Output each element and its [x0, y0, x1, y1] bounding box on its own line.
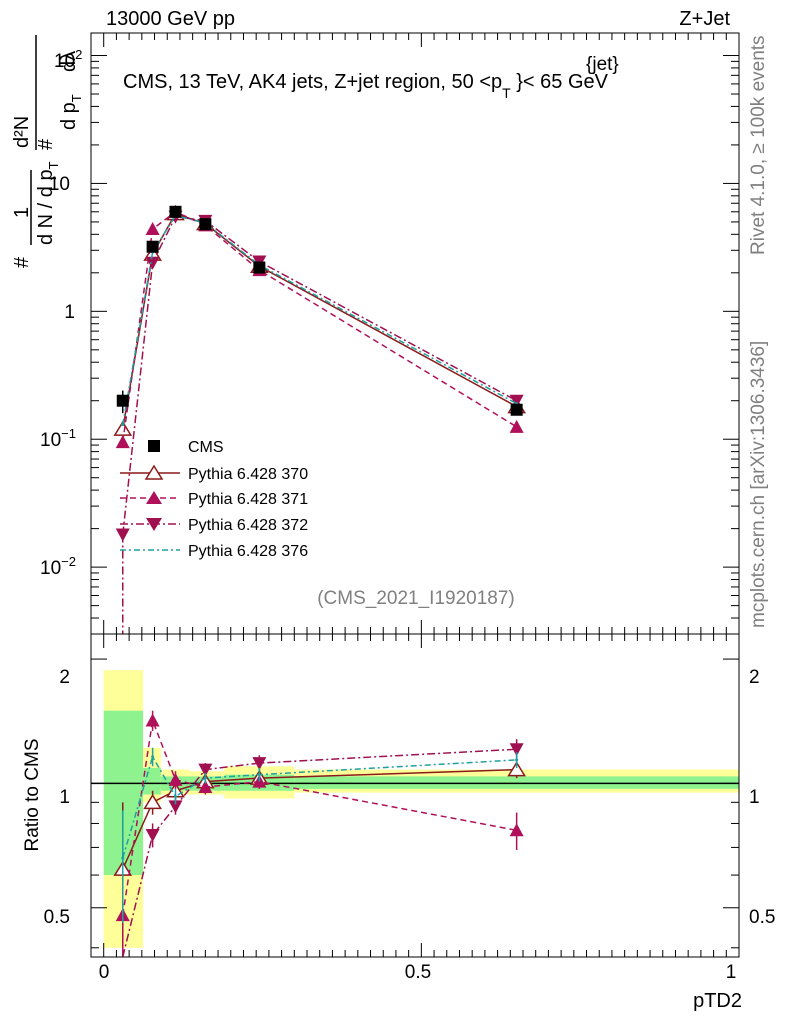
ratio-frame	[90, 633, 740, 958]
ratio-ytick-label-1-right: 1	[749, 787, 760, 808]
ratio-ytick-label-2-right: 2	[749, 667, 760, 688]
analysis-watermark: (CMS_2021_I1920187)	[317, 588, 515, 609]
data-point	[116, 394, 129, 407]
ratio-point-s372	[168, 800, 183, 814]
main-ytick-label-100: 102	[54, 47, 82, 72]
ratio-band-inner	[294, 776, 739, 789]
ratio-line-s371	[122, 717, 517, 916]
series-point-s371	[509, 419, 524, 433]
ratio-point-s371	[168, 772, 183, 786]
ylabel-hash-1: #	[11, 256, 33, 268]
data-point	[169, 205, 182, 218]
ratio-point-s371	[509, 823, 524, 837]
series-point-s372	[509, 394, 524, 408]
header-right: Z+Jet	[679, 8, 730, 30]
legend: CMS Pythia 6.428 370 Pythia 6.428 371 Py…	[120, 439, 308, 560]
ratio-point-s376	[257, 773, 261, 777]
main-panel: 102 10 1 10−1 10−2 CMS, 13 TeV, AK4 jets…	[40, 32, 740, 635]
ylabel-dpT: d pT	[58, 94, 84, 130]
main-ytick-label-10: 10	[49, 174, 70, 195]
ylabel-dlambda: dλ	[58, 51, 80, 72]
ratio-point-s376	[151, 755, 155, 759]
legend-label-376: Pythia 6.428 376	[188, 543, 308, 560]
legend-marker-372	[146, 518, 162, 531]
ratio-line-s370	[122, 768, 517, 870]
main-y-tick-labels: 102 10 1 10−1 10−2	[40, 47, 82, 579]
x-axis	[103, 33, 740, 957]
ratio-line-s376	[122, 754, 517, 859]
plot-title-superscript: {jet}	[586, 54, 619, 75]
xtick-label-1: 1	[726, 962, 737, 983]
ylabel-dN-dpT: d N / d pT	[35, 161, 61, 245]
legend-marker-370	[144, 464, 164, 480]
data-point	[510, 403, 523, 416]
ratio-point-s370	[507, 761, 526, 777]
series-point-s372	[145, 256, 160, 270]
data-point	[199, 218, 212, 231]
main-plot-content	[113, 204, 526, 634]
ratio-y-axis-label: Ratio to CMS	[22, 739, 43, 852]
ratio-point-s376	[203, 776, 207, 780]
ylabel-d2N: d²N	[11, 116, 33, 148]
main-ytick-label-0.1: 10−1	[40, 426, 76, 451]
main-ytick-label-1: 1	[64, 302, 75, 323]
main-ytick-label-0.01: 10−2	[40, 554, 76, 579]
series-line-s376	[122, 214, 518, 425]
ratio-point-s372	[252, 757, 267, 771]
ratio-point-s371	[145, 713, 160, 727]
xtick-label-0: 0	[99, 962, 110, 983]
ratio-plot-content	[91, 670, 739, 958]
series-point-s371	[115, 435, 130, 449]
ratio-point-s376	[121, 856, 125, 860]
x-axis-label: pTD2	[693, 990, 742, 1012]
legend-label-cms: CMS	[188, 439, 224, 456]
legend-label-372: Pythia 6.428 372	[188, 517, 308, 534]
side-label-mcplots: mcplots.cern.ch [arXiv:1306.3436]	[748, 341, 769, 628]
ylabel-hash-2: #	[35, 138, 57, 150]
ratio-point-s370	[143, 793, 162, 810]
xtick-label-0.5: 0.5	[405, 962, 431, 983]
main-y-axis-label: # 1 d N / d pT d²N # d pT dλ	[11, 35, 84, 268]
ratio-point-s372	[198, 763, 213, 777]
legend-label-371: Pythia 6.428 371	[188, 491, 308, 508]
ratio-line-s372	[122, 748, 517, 958]
ratio-ytick-label-0.5-right: 0.5	[749, 907, 775, 928]
ratio-ytick-label-0.5-left: 0.5	[44, 907, 70, 928]
ratio-point-s376	[173, 794, 177, 798]
ratio-point-s372	[145, 829, 160, 843]
ratio-panel: 2 1 0.5 2 1 0.5	[44, 633, 775, 958]
series-line-s371	[122, 210, 518, 443]
ratio-point-s376	[515, 758, 519, 762]
legend-marker-371	[146, 491, 162, 504]
data-point	[146, 240, 159, 253]
ratio-ytick-label-2-left: 2	[59, 667, 70, 688]
ratio-point-s372	[509, 743, 524, 757]
legend-marker-cms	[148, 440, 160, 452]
ratio-ytick-label-1-left: 1	[59, 787, 70, 808]
ylabel-one: 1	[11, 207, 33, 218]
series-line-s372	[122, 215, 518, 535]
series-point-s371	[145, 222, 160, 236]
header-left: 13000 GeV pp	[106, 8, 235, 30]
series-line-s370	[122, 212, 518, 430]
plot-title: CMS, 13 TeV, AK4 jets, Z+jet region, 50 …	[123, 71, 609, 101]
data-point	[253, 261, 266, 274]
ratio-point-s371	[198, 780, 213, 794]
series-point-s376	[121, 423, 125, 427]
side-label-rivet: Rivet 4.1.0, ≥ 100k events	[748, 35, 769, 255]
legend-label-370: Pythia 6.428 370	[188, 466, 308, 483]
ratio-y-axis	[91, 658, 739, 949]
